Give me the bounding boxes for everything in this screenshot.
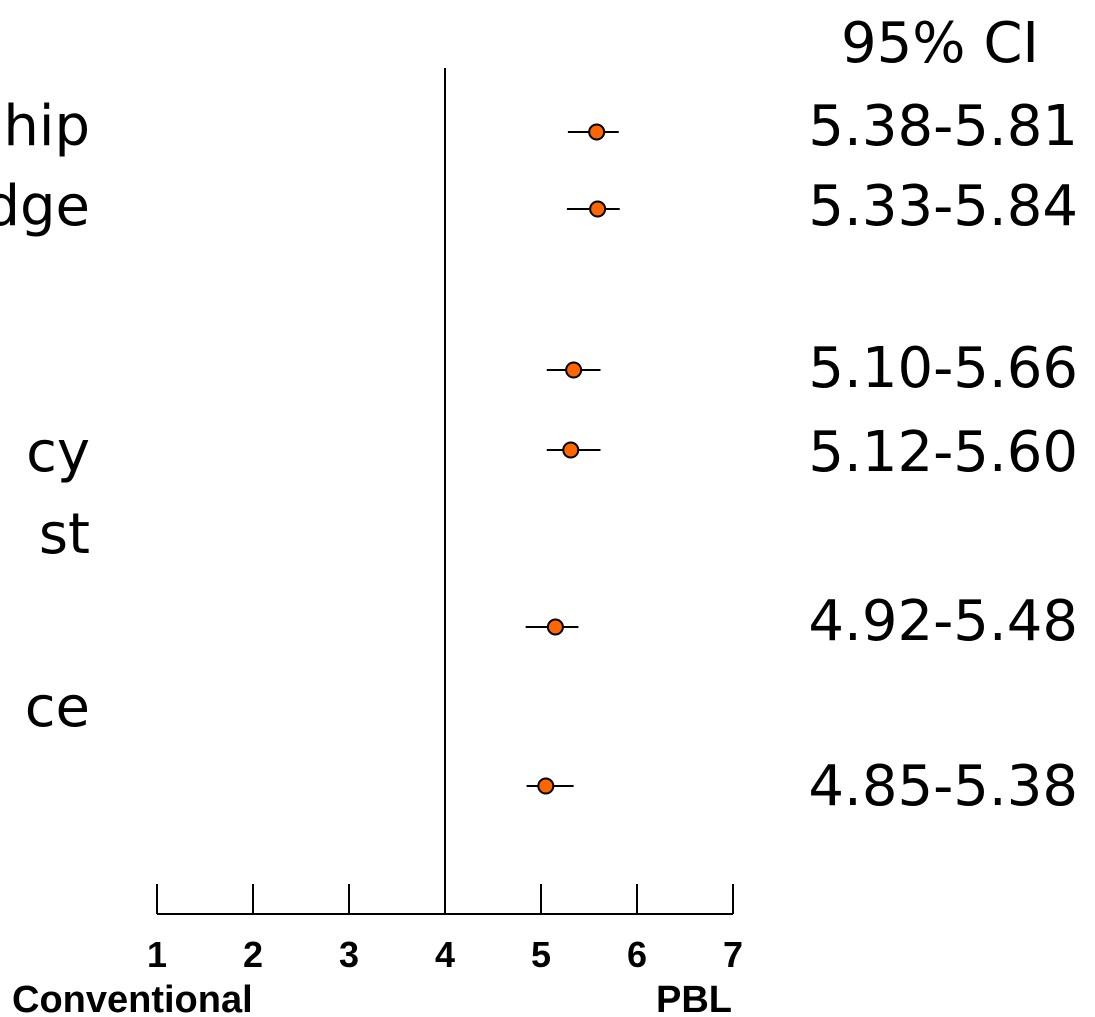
- estimate-point: [565, 361, 583, 379]
- ci-header: 95% CI: [841, 11, 1039, 76]
- estimate-point: [588, 123, 606, 141]
- row-label: st: [39, 502, 90, 567]
- ci-text: 5.33-5.84: [808, 174, 1078, 239]
- row-label: dge: [0, 174, 90, 239]
- x-left-label: Conventional: [12, 979, 253, 1017]
- x-tick-label: 7: [723, 934, 743, 975]
- x-tick-label: 6: [627, 934, 647, 975]
- row-label: ce: [25, 675, 90, 740]
- estimate-point: [537, 777, 555, 795]
- row-label: cy: [26, 420, 90, 485]
- ci-text: 4.85-5.38: [808, 754, 1078, 819]
- x-tick-label: 4: [435, 934, 455, 975]
- ci-text: 5.12-5.60: [808, 420, 1078, 485]
- estimate-point: [546, 618, 564, 636]
- estimate-point: [589, 200, 607, 218]
- ci-text: 4.92-5.48: [808, 589, 1078, 654]
- row-label: hip: [3, 94, 90, 159]
- ci-text: 5.38-5.81: [808, 94, 1078, 159]
- ci-text: 5.10-5.66: [808, 336, 1078, 401]
- x-tick-label: 3: [339, 934, 359, 975]
- estimate-point: [562, 441, 580, 459]
- x-tick-label: 5: [531, 934, 551, 975]
- x-right-label: PBL: [656, 979, 732, 1017]
- x-tick-label: 2: [243, 934, 263, 975]
- rows-layer: hip 5.38-5.81 dge 5.33-5.84 5.10-5.66 cy 5.12-…: [0, 94, 1078, 819]
- x-axis: 1 2 3 4 5 6 7: [147, 884, 743, 975]
- x-tick-label: 1: [147, 934, 167, 975]
